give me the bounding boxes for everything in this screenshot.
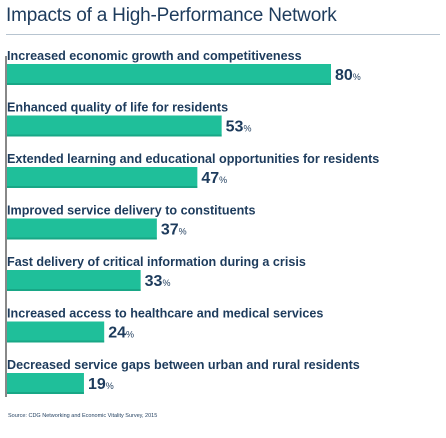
value-label: 24% (108, 325, 134, 342)
chart-title: Impacts of a High-Performance Network (6, 5, 337, 26)
source-note: Source: CDG Networking and Economic Vita… (8, 413, 158, 419)
category-label: Decreased service gaps between urban and… (7, 358, 360, 372)
title-divider (6, 34, 440, 35)
value-label: 80% (335, 67, 361, 84)
value-label: 33% (145, 273, 171, 290)
value-label: 19% (88, 376, 114, 393)
bar-shadow (7, 289, 141, 291)
bar-shadow (7, 83, 331, 85)
value-label: 53% (226, 119, 252, 136)
value-label: 37% (161, 222, 187, 239)
category-label: Extended learning and educational opport… (7, 152, 379, 166)
bar-shadow (7, 134, 222, 137)
category-label: Fast delivery of critical information du… (7, 255, 306, 269)
bar (7, 115, 222, 137)
bar-shadow (7, 237, 157, 240)
category-label: Enhanced quality of life for residents (7, 101, 228, 115)
bar-shadow (7, 186, 198, 188)
bar (7, 321, 105, 343)
bar (7, 218, 157, 240)
bar (7, 64, 331, 85)
bar-shadow (7, 340, 105, 343)
bar (7, 167, 198, 188)
bar (7, 270, 141, 291)
bar (7, 373, 84, 394)
value-label: 47% (201, 170, 227, 187)
category-label: Improved service delivery to constituent… (7, 204, 255, 218)
category-label: Increased access to healthcare and medic… (7, 307, 323, 321)
bar-shadow (7, 392, 84, 394)
category-label: Increased economic growth and competitiv… (7, 49, 302, 63)
